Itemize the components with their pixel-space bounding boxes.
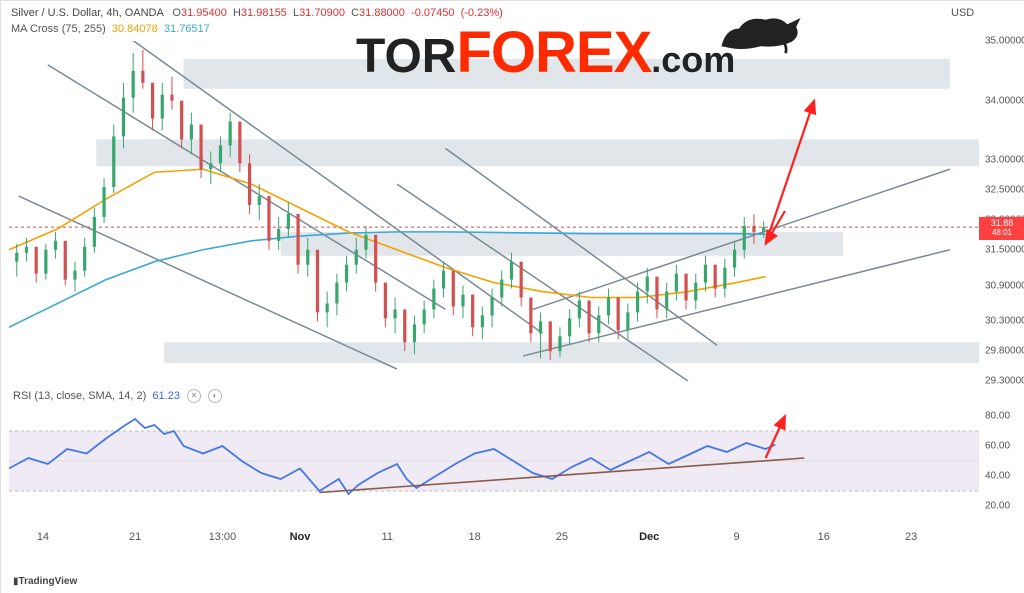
y-tick-label: 34.00000 <box>985 95 1024 106</box>
tradingview-credit[interactable]: ▮TradingView <box>13 576 77 587</box>
ohlc-header: Silver / U.S. Dollar, 4h, OANDA O31.9540… <box>11 7 503 19</box>
x-tick-label: 21 <box>129 531 141 543</box>
ma75-value: 30.84078 <box>112 23 158 35</box>
countdown-value: 48:01 <box>979 229 1024 238</box>
y-tick-label: 32.50000 <box>985 185 1024 196</box>
rsi-y-tick-label: 80.00 <box>985 411 1010 422</box>
price-y-axis: 35.0000034.0000033.0000032.5000032.00000… <box>981 41 1024 381</box>
c-label: C <box>351 7 359 19</box>
x-tick-label: 11 <box>382 531 393 543</box>
x-tick-label: 18 <box>468 531 480 543</box>
x-tick-label: Nov <box>290 531 311 543</box>
y-tick-label: 30.30000 <box>985 316 1024 327</box>
y-tick-label: 29.30000 <box>985 376 1024 387</box>
o-label: O <box>172 7 181 19</box>
rsi-chart[interactable] <box>9 401 979 521</box>
ma-cross-label: MA Cross (75, 255) <box>11 23 106 35</box>
y-tick-label: 30.90000 <box>985 280 1024 291</box>
y-tick-label: 31.50000 <box>985 244 1024 255</box>
x-tick-label: 13:00 <box>209 531 237 543</box>
x-tick-label: 9 <box>733 531 739 543</box>
x-tick-label: 23 <box>905 531 917 543</box>
price-chart[interactable] <box>9 41 979 381</box>
y-tick-label: 35.00000 <box>985 36 1024 47</box>
y-tick-label: 29.80000 <box>985 346 1024 357</box>
x-tick-label: Dec <box>639 531 659 543</box>
x-tick-label: 16 <box>818 531 830 543</box>
credit-label: TradingView <box>19 576 78 587</box>
h-label: H <box>233 7 241 19</box>
rsi-y-axis: 80.00 60.00 40.00 20.00 <box>981 401 1024 521</box>
current-price-tag: 31.88 48:01 <box>979 217 1024 240</box>
change-abs: -0.07450 <box>411 7 454 19</box>
low-value: 31.70900 <box>299 7 345 19</box>
currency-label: USD <box>951 7 974 19</box>
open-value: 31.95400 <box>181 7 227 19</box>
time-x-axis: 14 21 13:00 Nov 11 18 25 Dec 9 16 23 <box>9 531 979 551</box>
close-value: 31.88000 <box>359 7 405 19</box>
x-tick-label: 25 <box>556 531 568 543</box>
change-pct: (-0.23%) <box>461 7 503 19</box>
y-tick-label: 33.00000 <box>985 155 1024 166</box>
rsi-y-tick-label: 60.00 <box>985 441 1010 452</box>
x-tick-label: 14 <box>37 531 49 543</box>
chart-container: Silver / U.S. Dollar, 4h, OANDA O31.9540… <box>0 0 1024 593</box>
rsi-y-tick-label: 40.00 <box>985 471 1010 482</box>
high-value: 31.98155 <box>241 7 287 19</box>
rsi-y-tick-label: 20.00 <box>985 501 1010 512</box>
symbol-label: Silver / U.S. Dollar, 4h, OANDA <box>11 7 163 19</box>
ma255-value: 31.76517 <box>164 23 210 35</box>
ma-header: MA Cross (75, 255) 30.84078 31.76517 <box>11 23 210 35</box>
